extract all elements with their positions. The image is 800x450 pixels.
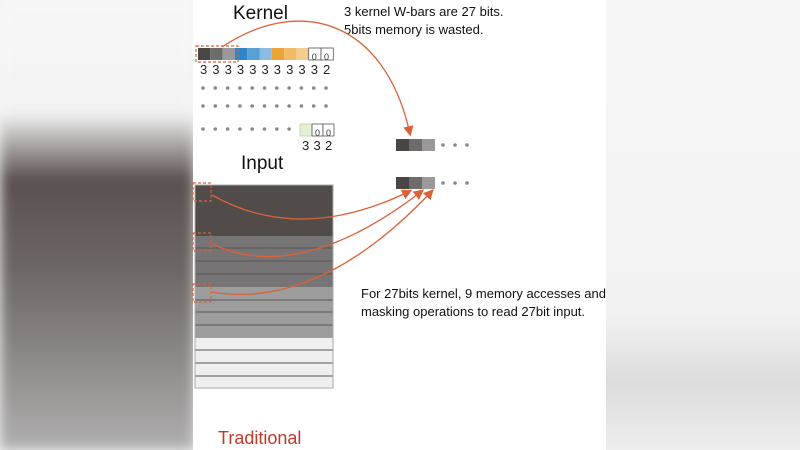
kernel-cell	[247, 48, 260, 60]
dot	[213, 86, 218, 90]
kernel-cell	[284, 48, 297, 60]
kernel-cell	[222, 48, 235, 60]
kernel-selection-box	[195, 45, 239, 63]
dot	[250, 86, 254, 90]
dot	[262, 127, 267, 131]
footer-label: Traditional	[218, 428, 301, 448]
dot	[324, 104, 328, 108]
kernel-cell	[210, 48, 223, 60]
input-selection-box	[192, 232, 212, 252]
blurred-background-left	[0, 0, 195, 450]
bit-count: 3	[237, 62, 244, 77]
note-top-line1: 3 kernel W-bars are 27 bits.	[344, 4, 503, 19]
bit-count: 2	[323, 62, 330, 77]
dot	[213, 127, 218, 131]
register-cell	[409, 139, 422, 151]
bit-count: 3	[262, 62, 269, 77]
dot	[441, 181, 445, 185]
input-selection-box	[192, 283, 212, 303]
dot	[465, 143, 469, 147]
arrow	[211, 189, 425, 258]
kernel-cell	[322, 123, 335, 137]
arrows	[211, 20, 434, 295]
dot	[225, 104, 230, 108]
bit-count: 3	[286, 62, 293, 77]
bit-count: 3	[314, 138, 321, 153]
bit-count: 3	[311, 62, 318, 77]
bit-count: 2	[325, 138, 332, 153]
arrow	[221, 20, 414, 137]
dot	[287, 127, 291, 131]
packed-registers	[396, 139, 469, 189]
input-selection-box	[192, 182, 212, 202]
dot	[275, 127, 279, 131]
dot	[201, 86, 205, 90]
padding-bit: 0	[324, 52, 329, 62]
dot	[453, 143, 457, 147]
bit-count: 3	[274, 62, 281, 77]
dot	[287, 86, 291, 90]
dot	[262, 104, 267, 108]
dot	[238, 86, 242, 90]
bit-count: 3	[298, 62, 305, 77]
note-top-line2: 5bits memory is wasted.	[344, 22, 483, 37]
dot	[275, 104, 279, 108]
kernel-cell	[198, 48, 211, 60]
dot	[262, 86, 267, 90]
dot	[238, 127, 242, 131]
dot	[238, 104, 242, 108]
dot	[250, 127, 254, 131]
kernel-cell	[320, 47, 334, 61]
register-cell	[409, 177, 422, 189]
dot	[275, 86, 279, 90]
register-cell	[422, 139, 435, 151]
register-cell	[422, 177, 435, 189]
input-block	[195, 185, 333, 236]
register-cell	[396, 139, 409, 151]
blurred-background-right	[605, 0, 800, 450]
register-cell	[396, 177, 409, 189]
input-grid	[192, 182, 334, 389]
kernel-cell	[299, 123, 313, 137]
input-border	[194, 184, 334, 389]
bit-count: 3	[212, 62, 219, 77]
dot	[299, 86, 304, 90]
dot	[453, 181, 457, 185]
kernel-cell	[259, 48, 272, 60]
dot	[441, 143, 445, 147]
dot	[311, 86, 316, 90]
kernel-cell	[271, 48, 285, 60]
dot	[201, 104, 205, 108]
dot	[324, 86, 328, 90]
note-bottom-line2: masking operations to read 27bit input.	[361, 304, 585, 319]
dot	[225, 127, 230, 131]
dot	[287, 104, 291, 108]
dot	[299, 104, 304, 108]
bit-count: 3	[225, 62, 232, 77]
bit-count: 3	[200, 62, 207, 77]
kernel-cell	[296, 48, 309, 60]
dot	[311, 104, 316, 108]
note-bottom-line1: For 27bits kernel, 9 memory accesses and	[361, 286, 606, 301]
arrow	[211, 189, 434, 295]
dot	[465, 181, 469, 185]
padding-bit: 0	[312, 52, 317, 62]
dot	[250, 104, 254, 108]
padding-bit: 0	[326, 128, 331, 138]
bit-count: 3	[249, 62, 256, 77]
kernel-title: Kernel	[233, 3, 288, 24]
dot	[225, 86, 230, 90]
dot	[201, 127, 205, 131]
dot	[213, 104, 218, 108]
arrow	[211, 189, 413, 220]
padding-bit: 0	[315, 128, 320, 138]
input-title: Input	[241, 153, 284, 174]
bit-count: 3	[302, 138, 309, 153]
kernel-cell	[234, 48, 248, 60]
